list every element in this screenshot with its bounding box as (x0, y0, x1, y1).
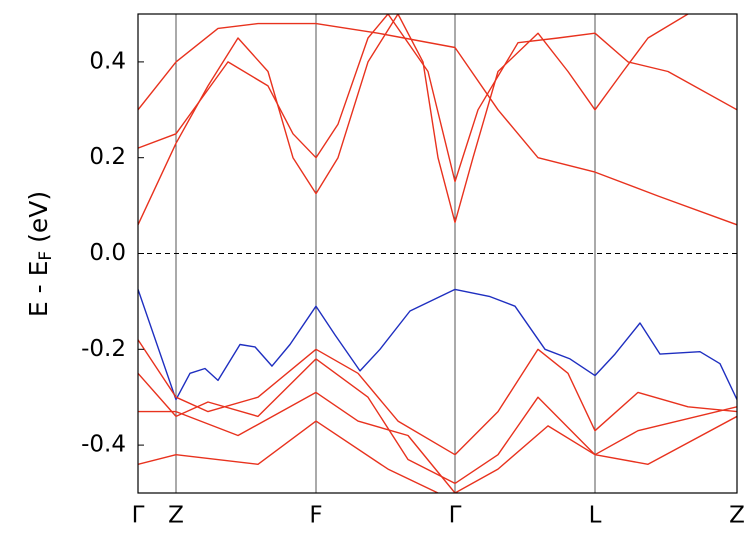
y-label-subscript: F (36, 251, 56, 261)
x-tick-label: Γ (449, 503, 462, 529)
y-tick-label: 0.0 (89, 240, 126, 266)
y-tick-label: -0.2 (81, 336, 126, 362)
x-tick-label: L (589, 503, 602, 529)
plot-area (138, 14, 737, 493)
band (138, 22, 737, 226)
band (138, 288, 737, 401)
x-tick-label: Z (168, 503, 184, 529)
band (138, 420, 439, 493)
band (138, 391, 737, 493)
y-tick-label: 0.4 (89, 48, 126, 74)
y-axis-label: E - EF (eV) (24, 191, 56, 317)
y-tick-label: -0.4 (81, 432, 126, 458)
y-label-part: E - E (24, 261, 53, 318)
x-tick-label: Γ (132, 503, 145, 529)
y-label-part: (eV) (24, 191, 53, 251)
band (138, 14, 737, 183)
x-tick-label: F (309, 503, 322, 529)
x-tick-label: Z (729, 503, 745, 529)
band (138, 339, 737, 456)
y-tick-label: 0.2 (89, 144, 126, 170)
band (138, 14, 689, 226)
